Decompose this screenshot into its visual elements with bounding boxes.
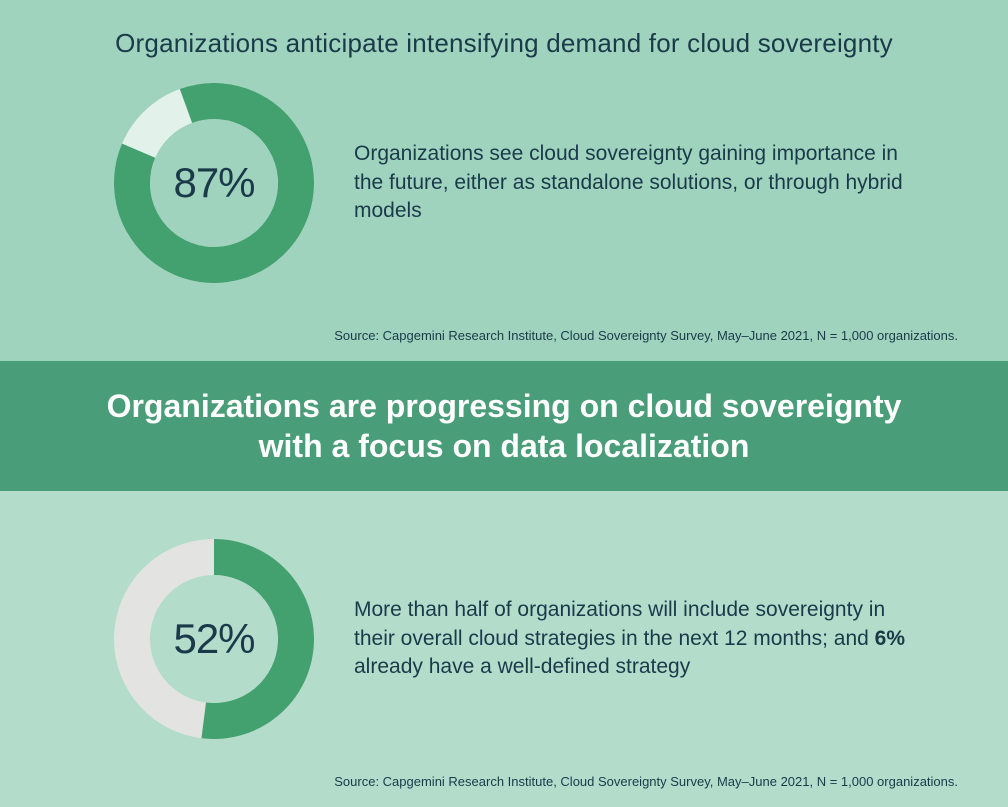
bottom-stat-row: 52% More than half of organizations will… <box>50 529 958 739</box>
top-heading: Organizations anticipate intensifying de… <box>50 28 958 83</box>
top-source-citation: Source: Capgemini Research Institute, Cl… <box>334 328 958 343</box>
bottom-desc-pre: More than half of organizations will inc… <box>354 598 885 649</box>
donut-label-52: 52% <box>114 539 314 739</box>
donut-chart-87: 87% <box>114 83 314 283</box>
bottom-desc-post: already have a well-defined strategy <box>354 655 690 678</box>
bottom-description: More than half of organizations will inc… <box>354 596 914 681</box>
banner-text: Organizations are progressing on cloud s… <box>89 386 919 466</box>
donut-chart-52: 52% <box>114 539 314 739</box>
banner: Organizations are progressing on cloud s… <box>0 361 1008 491</box>
panel-top: Organizations anticipate intensifying de… <box>0 0 1008 361</box>
bottom-desc-bold: 6% <box>875 627 905 650</box>
donut-label-87: 87% <box>114 83 314 283</box>
top-stat-row: 87% Organizations see cloud sovereignty … <box>50 83 958 283</box>
top-description: Organizations see cloud sovereignty gain… <box>354 140 914 225</box>
panel-bottom: 52% More than half of organizations will… <box>0 491 1008 807</box>
bottom-source-citation: Source: Capgemini Research Institute, Cl… <box>334 774 958 789</box>
